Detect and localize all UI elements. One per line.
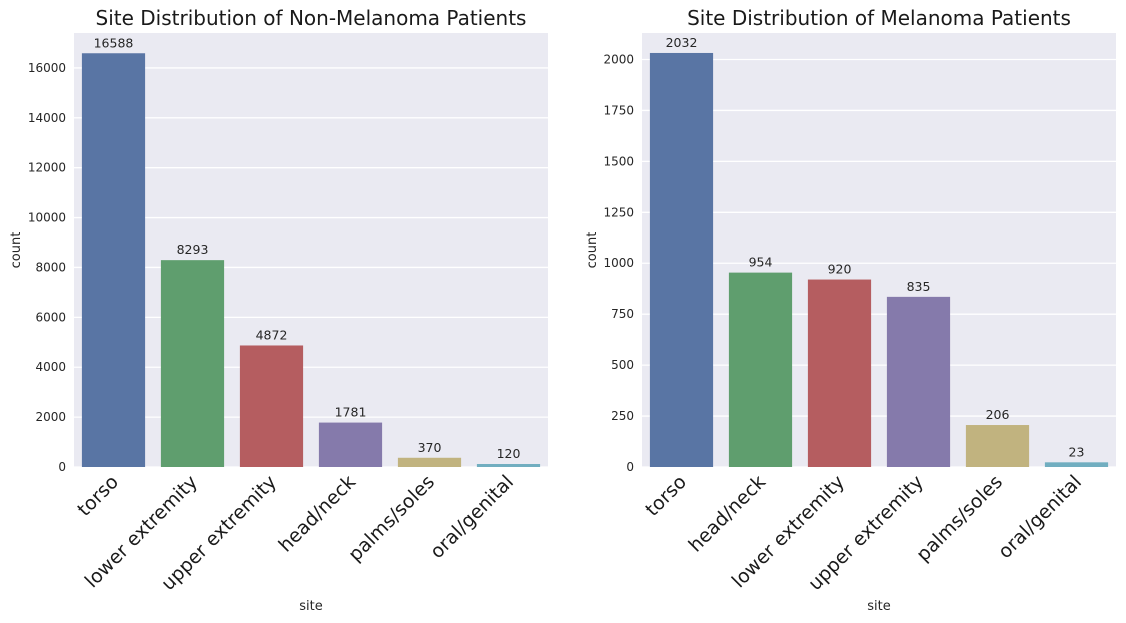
bar-torso bbox=[649, 52, 714, 467]
y-axis-label: count bbox=[585, 232, 600, 269]
x-axis-label: site bbox=[867, 599, 890, 614]
bar-lower-extremity bbox=[160, 260, 225, 467]
bar-head-neck bbox=[728, 272, 793, 467]
y-tick-label: 0 bbox=[58, 460, 66, 474]
x-tick-label: torso bbox=[641, 471, 691, 521]
x-tick-label: torso bbox=[73, 471, 123, 521]
data-label: 1781 bbox=[335, 405, 367, 420]
bar-upper-extremity bbox=[239, 345, 304, 467]
data-label: 8293 bbox=[177, 242, 209, 257]
data-label: 835 bbox=[907, 279, 931, 294]
y-tick-label: 12000 bbox=[28, 161, 66, 175]
chart-1: 0 2000 4000 6000 8000 10000 12000 14000 16000 165… bbox=[9, 6, 548, 614]
y-tick-label: 8000 bbox=[35, 260, 66, 274]
data-label: 920 bbox=[828, 262, 852, 277]
y-tick-label: 750 bbox=[611, 307, 634, 321]
y-tick-label: 250 bbox=[611, 409, 634, 423]
y-tick-label: 6000 bbox=[35, 310, 66, 324]
plot-background bbox=[74, 33, 548, 467]
bar-palms-soles bbox=[965, 425, 1030, 467]
x-axis-label: site bbox=[299, 599, 322, 614]
y-tick-label: 2000 bbox=[35, 410, 66, 424]
y-tick-label: 500 bbox=[611, 358, 634, 372]
y-tick-label: 1000 bbox=[603, 256, 634, 270]
data-label: 4872 bbox=[256, 327, 288, 342]
y-tick-label: 10000 bbox=[28, 211, 66, 225]
data-label: 954 bbox=[749, 255, 773, 270]
chart-2: 0 250 500 750 1000 1250 1500 1750 2000 2032 torso 9… bbox=[585, 6, 1116, 614]
chart-title: Site Distribution of Non-Melanoma Patien… bbox=[96, 6, 527, 30]
x-tick-label: oral/genital bbox=[426, 471, 518, 563]
chart-title: Site Distribution of Melanoma Patients bbox=[687, 6, 1071, 30]
y-tick-label: 4000 bbox=[35, 360, 66, 374]
y-tick-label: 1750 bbox=[603, 103, 634, 117]
data-label: 23 bbox=[1069, 444, 1085, 459]
data-label: 206 bbox=[986, 407, 1010, 422]
bar-head-neck bbox=[318, 422, 383, 467]
bar-palms-soles bbox=[397, 457, 462, 467]
bar-oral-genital bbox=[1044, 462, 1109, 467]
data-label: 16588 bbox=[94, 35, 134, 50]
y-tick-label: 2000 bbox=[603, 52, 634, 66]
data-label: 120 bbox=[497, 446, 521, 461]
plot-background bbox=[642, 33, 1116, 467]
data-label: 370 bbox=[418, 440, 442, 455]
x-tick-label: oral/genital bbox=[994, 471, 1086, 563]
y-tick-label: 1500 bbox=[603, 154, 634, 168]
bar-oral-genital bbox=[476, 464, 541, 467]
y-axis-label: count bbox=[9, 232, 24, 269]
x-tick-label: head/neck bbox=[684, 471, 770, 557]
y-tick-label: 1250 bbox=[603, 205, 634, 219]
bar-torso bbox=[81, 53, 146, 468]
bar-lower-extremity bbox=[807, 279, 872, 467]
bar-upper-extremity bbox=[886, 296, 951, 467]
y-tick-label: 14000 bbox=[28, 111, 66, 125]
x-tick-label: head/neck bbox=[274, 471, 360, 557]
data-label: 2032 bbox=[666, 35, 698, 50]
y-tick-label: 16000 bbox=[28, 61, 66, 75]
y-tick-label: 0 bbox=[626, 460, 634, 474]
